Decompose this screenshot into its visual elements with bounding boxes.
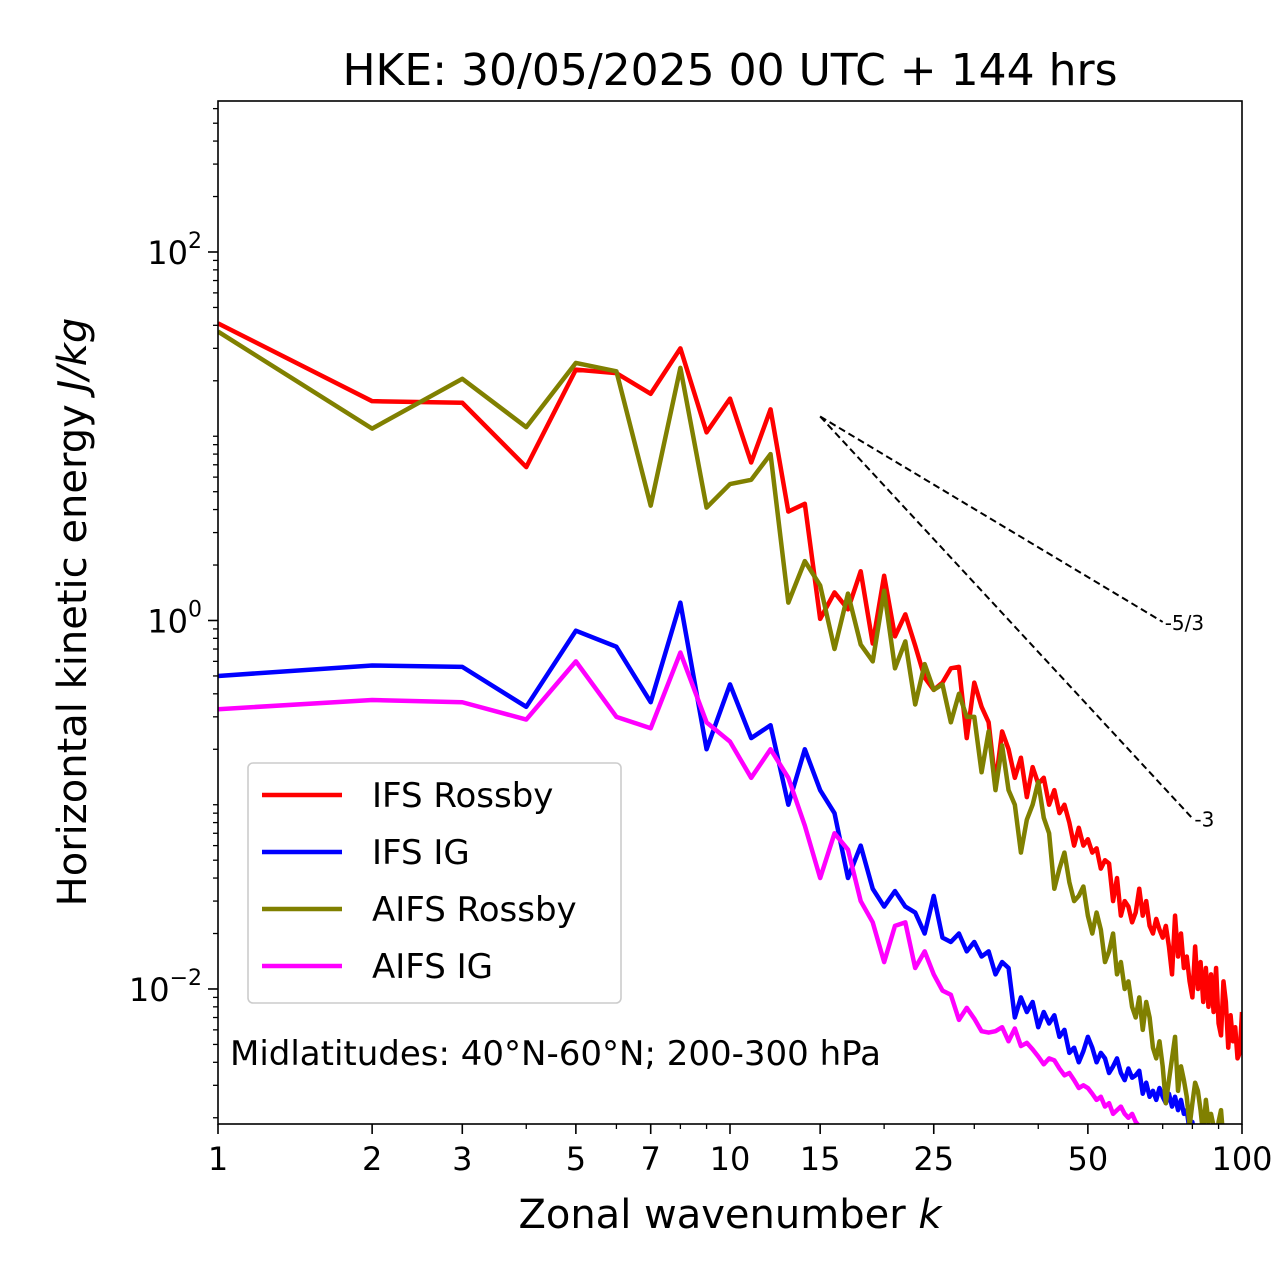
x-tick-label: 25 (913, 1140, 954, 1178)
y-axis-label-unit: J/kg (50, 318, 96, 399)
reference-line-label-2: -3 (1194, 807, 1214, 831)
y-axis-ticks: 102 100 10−2 (129, 107, 218, 1119)
legend-label-aifs-ig: AIFS IG (372, 947, 493, 987)
series-line-ifs-rossby (218, 321, 1242, 1061)
y-axis-label: Horizontal kinetic energy J/kg (50, 318, 96, 907)
series-line-ifs-ig (218, 600, 1195, 1124)
series-group (218, 321, 1242, 1124)
series-line-aifs-rossby (218, 329, 1225, 1124)
chart-title: HKE: 30/05/2025 00 UTC + 144 hrs (342, 45, 1117, 96)
x-tick-label: 10 (710, 1140, 751, 1178)
x-tick-label: 2 (362, 1140, 382, 1178)
reference-lines: -5/3 -3 (819, 415, 1214, 831)
legend-label-aifs-rossby: AIFS Rossby (372, 890, 577, 930)
x-axis-label: Zonal wavenumber k (518, 1192, 943, 1238)
reference-line-label-1: -5/3 (1165, 611, 1204, 635)
legend-label-ifs-ig: IFS IG (372, 833, 470, 873)
series-line-aifs-ig (218, 650, 1141, 1124)
region-annotation: Midlatitudes: 40°N-60°N; 200-300 hPa (230, 1034, 881, 1074)
y-axis-label-text: Horizontal kinetic energy (50, 404, 96, 906)
x-axis-label-symbol: k (918, 1192, 943, 1238)
x-tick-label: 3 (452, 1140, 472, 1178)
reference-line-2 (819, 415, 1194, 820)
x-tick-label: 1 (208, 1140, 228, 1178)
legend-box (247, 762, 622, 1004)
x-tick-label: 50 (1068, 1140, 1109, 1178)
y-tick-label: 100 (147, 597, 202, 640)
x-tick-label: 15 (800, 1140, 841, 1178)
legend: IFS Rossby IFS IG AIFS Rossby AIFS IG (247, 762, 622, 1004)
y-tick-label: 10−2 (129, 966, 202, 1009)
x-axis-ticks: 1 2 3 5 7 10 15 25 50 100 (208, 1124, 1273, 1178)
legend-label-ifs-rossby: IFS Rossby (372, 776, 553, 816)
x-tick-label: 100 (1211, 1140, 1272, 1178)
y-tick-label: 102 (147, 229, 202, 272)
x-axis-label-text: Zonal wavenumber (518, 1192, 906, 1238)
reference-line-1 (819, 415, 1164, 623)
x-tick-label: 5 (566, 1140, 586, 1178)
x-tick-label: 7 (641, 1140, 661, 1178)
